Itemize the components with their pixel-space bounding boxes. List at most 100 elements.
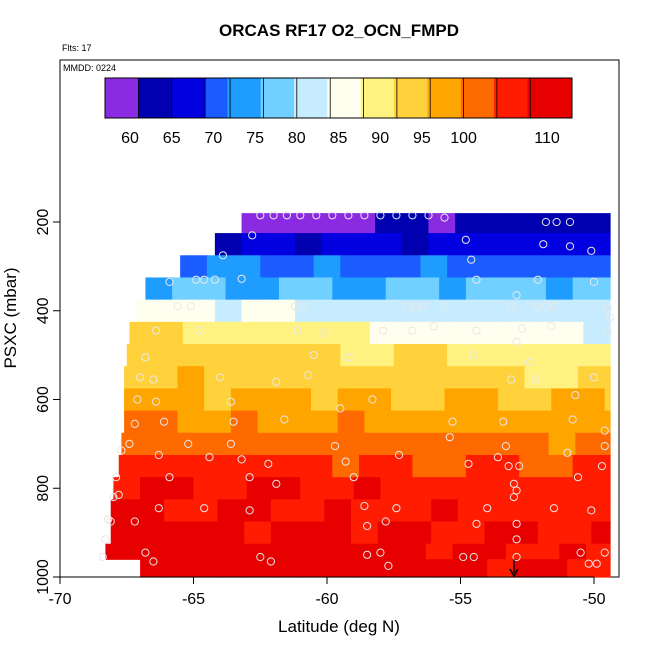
colorbar-swatch (427, 78, 440, 118)
observation-point (226, 397, 235, 406)
observation-point (419, 302, 428, 311)
colorbar-swatch (338, 78, 351, 118)
heatmap-cell (289, 321, 317, 345)
observation-point (512, 291, 521, 300)
heatmap-cell (497, 388, 526, 412)
observation-point (141, 353, 150, 362)
heatmap-cell (564, 521, 592, 545)
heatmap-cell (553, 344, 582, 367)
heatmap-cell (292, 543, 320, 560)
observation-point (165, 277, 174, 286)
heatmap-cell (500, 255, 528, 279)
observation-point (392, 504, 401, 513)
colorbar: 60 65 70 75 80 85 90 95 100 110 (104, 77, 573, 147)
heatmap-cell (340, 344, 368, 367)
heatmap-cell (180, 255, 208, 279)
observation-point (600, 548, 609, 557)
heatmap-cell (161, 299, 189, 323)
heatmap-cell (511, 521, 539, 545)
observation-point (184, 439, 193, 448)
heatmap-cell (348, 299, 376, 323)
heatmap-cell (270, 521, 299, 545)
observation-point (114, 490, 123, 499)
observation-point (98, 552, 107, 562)
heatmap-cell (257, 388, 285, 412)
observation-point (360, 501, 369, 511)
heatmap-cell (607, 344, 611, 367)
flights-annotation: Flts: 17 (62, 43, 92, 53)
heatmap-cell (110, 499, 139, 523)
heatmap-cell (380, 477, 408, 500)
observation-point (360, 211, 369, 220)
observation-point (205, 453, 214, 462)
heatmap-cell (185, 543, 213, 560)
heatmap-cell (265, 543, 293, 560)
heatmap-cell (602, 432, 611, 456)
heatmap-cell (540, 477, 568, 500)
heatmap-cell (233, 344, 261, 367)
observation-point (264, 459, 273, 468)
heatmap-cell (497, 366, 526, 390)
heatmap-cell (126, 344, 155, 367)
heatmap-cell (204, 388, 232, 412)
observation-point (512, 519, 521, 528)
heatmap-cell (391, 388, 419, 412)
heatmap-cell (238, 543, 267, 560)
heatmap-cell (455, 299, 483, 323)
observation-point (552, 217, 561, 227)
observation-point (509, 493, 519, 502)
heatmap-cell (337, 410, 365, 434)
heatmap-cell (284, 366, 312, 390)
y-tick-label: 800 (35, 475, 52, 502)
observation-point (200, 275, 209, 284)
heatmap-cell (113, 477, 141, 500)
heatmap-cell (359, 454, 387, 478)
heatmap-cell (401, 299, 430, 323)
observation-point (280, 415, 289, 424)
observation-point (549, 504, 559, 513)
heatmap-cell (140, 559, 168, 578)
observation-point (152, 397, 161, 406)
colorbar-tick-label: 75 (246, 130, 264, 147)
heatmap-cell (513, 559, 542, 578)
heatmap-cell (225, 277, 253, 301)
colorbar-swatch (516, 78, 529, 118)
observation-point (467, 255, 476, 264)
heatmap-cell (297, 499, 325, 523)
heatmap-cell (425, 543, 454, 560)
heatmap-cell (241, 299, 269, 323)
heatmap-cell (332, 277, 360, 301)
observation-point (125, 439, 134, 448)
heatmap-cell (156, 321, 184, 345)
observation-point (218, 251, 227, 260)
heatmap-cell (452, 543, 480, 560)
heatmap-cell (294, 213, 323, 234)
observation-point (472, 519, 481, 528)
heatmap-cell (327, 559, 355, 578)
heatmap-cell (527, 344, 555, 367)
heatmap-cell (388, 432, 416, 456)
heatmap-cell (580, 255, 608, 279)
observation-points-layer (98, 211, 615, 571)
heatmap-cell (220, 559, 248, 578)
observation-point (379, 326, 388, 335)
heatmap-cell (577, 410, 606, 434)
heatmap-cell (385, 454, 414, 478)
heatmap-cell (535, 233, 563, 256)
observation-point (130, 517, 139, 526)
colorbar-swatch (193, 78, 206, 118)
observation-point (101, 535, 110, 544)
heatmap-cell (359, 277, 387, 301)
observation-point (445, 433, 454, 442)
heatmap-cell (335, 432, 363, 456)
heatmap-cell (140, 477, 168, 500)
heatmap-cell (158, 543, 187, 560)
heatmap-cell (353, 477, 381, 500)
heatmap-cell (310, 410, 339, 434)
colorbar-swatch (549, 78, 562, 118)
observation-point (149, 557, 158, 566)
observation-point (272, 377, 281, 386)
observation-point (493, 453, 502, 462)
heatmap-cell (375, 233, 403, 256)
observation-point (266, 557, 275, 566)
